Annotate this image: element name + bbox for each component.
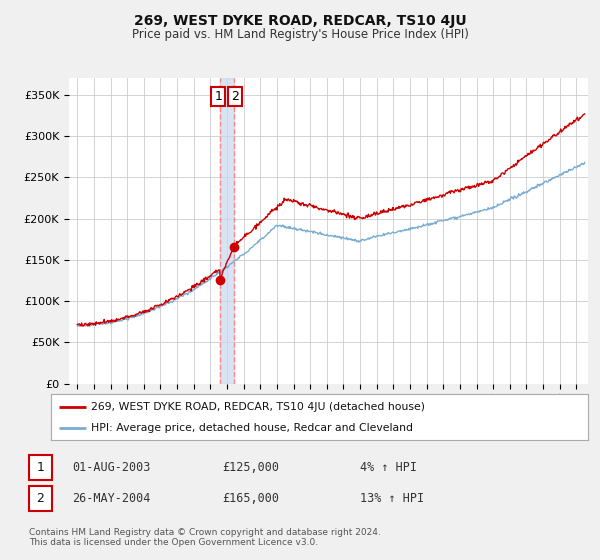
Text: 269, WEST DYKE ROAD, REDCAR, TS10 4JU: 269, WEST DYKE ROAD, REDCAR, TS10 4JU bbox=[134, 14, 466, 28]
Text: 01-AUG-2003: 01-AUG-2003 bbox=[72, 461, 151, 474]
Text: 269, WEST DYKE ROAD, REDCAR, TS10 4JU (detached house): 269, WEST DYKE ROAD, REDCAR, TS10 4JU (d… bbox=[91, 402, 425, 412]
Text: 1: 1 bbox=[36, 461, 44, 474]
Text: 13% ↑ HPI: 13% ↑ HPI bbox=[360, 492, 424, 505]
Text: 1: 1 bbox=[214, 90, 223, 103]
Text: Price paid vs. HM Land Registry's House Price Index (HPI): Price paid vs. HM Land Registry's House … bbox=[131, 28, 469, 41]
Text: 4% ↑ HPI: 4% ↑ HPI bbox=[360, 461, 417, 474]
Text: Contains HM Land Registry data © Crown copyright and database right 2024.
This d: Contains HM Land Registry data © Crown c… bbox=[29, 528, 380, 547]
Bar bbox=[220, 78, 233, 384]
Text: £165,000: £165,000 bbox=[222, 492, 279, 505]
Text: 2: 2 bbox=[36, 492, 44, 505]
Text: £125,000: £125,000 bbox=[222, 461, 279, 474]
Text: 2: 2 bbox=[232, 90, 239, 103]
Text: HPI: Average price, detached house, Redcar and Cleveland: HPI: Average price, detached house, Redc… bbox=[91, 423, 413, 433]
Text: 26-MAY-2004: 26-MAY-2004 bbox=[72, 492, 151, 505]
